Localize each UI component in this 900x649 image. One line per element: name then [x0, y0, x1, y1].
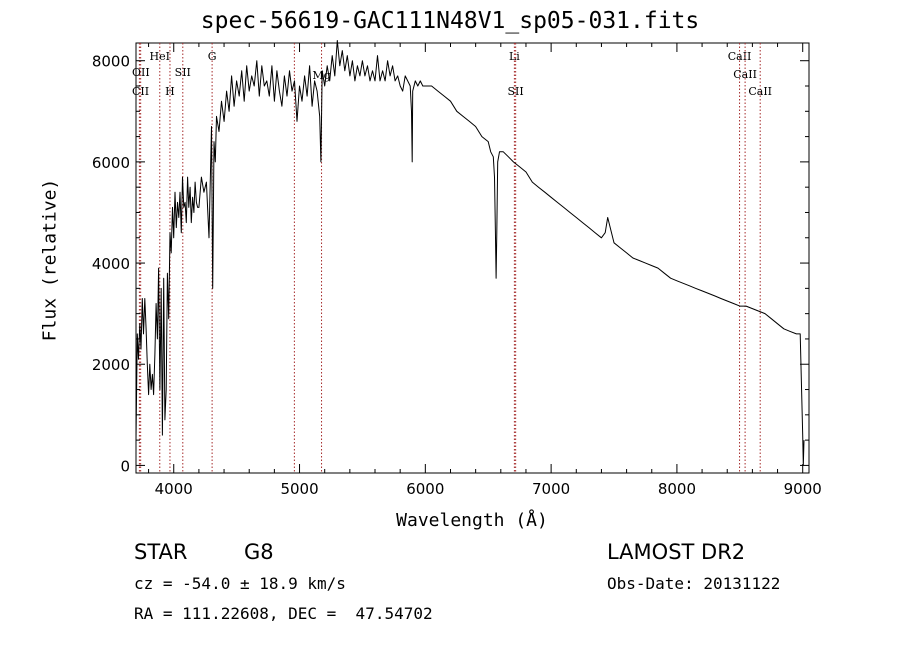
- x-axis-label: Wavelength (Å): [396, 510, 548, 531]
- chart-title: spec-56619-GAC111N48V1_sp05-031.fits: [200, 8, 700, 34]
- spectrum-series: [135, 40, 805, 466]
- y-tick-label: 8000: [92, 53, 130, 71]
- x-tick-label: 9000: [784, 480, 822, 498]
- object-class: STAR: [134, 540, 188, 564]
- survey-name: LAMOST DR2: [607, 540, 746, 564]
- plot-frame: [135, 42, 810, 474]
- object-subclass: G8: [244, 540, 274, 564]
- x-tick-label: 6000: [406, 480, 444, 498]
- y-axis-label: Flux (relative): [39, 178, 61, 342]
- line-marker-label: Li: [509, 50, 520, 63]
- x-tick-label: 7000: [532, 480, 570, 498]
- line-marker-label: SII: [175, 66, 191, 79]
- line-marker-label: CaII: [728, 50, 752, 63]
- spectrum-line: [135, 40, 805, 466]
- line-marker-label: CaII: [748, 85, 772, 98]
- y-tick-label: 6000: [92, 154, 130, 172]
- line-marker-label: CaII: [733, 68, 757, 81]
- redshift-text: cz = -54.0 ± 18.9 km/s: [134, 574, 346, 593]
- line-marker-label: HeI: [150, 50, 170, 63]
- y-tick-label: 4000: [92, 255, 130, 273]
- x-tick-label: 4000: [155, 480, 193, 498]
- line-marker-label: G: [208, 50, 217, 63]
- x-tick-label: 8000: [658, 480, 696, 498]
- line-marker-label: H: [165, 85, 175, 98]
- y-tick-label: 2000: [92, 356, 130, 374]
- y-tick-label: 0: [120, 457, 130, 475]
- x-tick-label: 5000: [280, 480, 318, 498]
- y-axis-ticks: 0 2000 4000 6000 8000: [92, 53, 809, 475]
- x-axis-ticks: 4000 5000 6000 7000 8000 9000: [148, 43, 822, 498]
- line-marker-label: CII: [132, 85, 149, 98]
- coordinates-text: RA = 111.22608, DEC = 47.54702: [134, 604, 433, 623]
- line-marker-label: SII: [508, 85, 524, 98]
- obs-date-text: Obs-Date: 20131122: [607, 574, 781, 593]
